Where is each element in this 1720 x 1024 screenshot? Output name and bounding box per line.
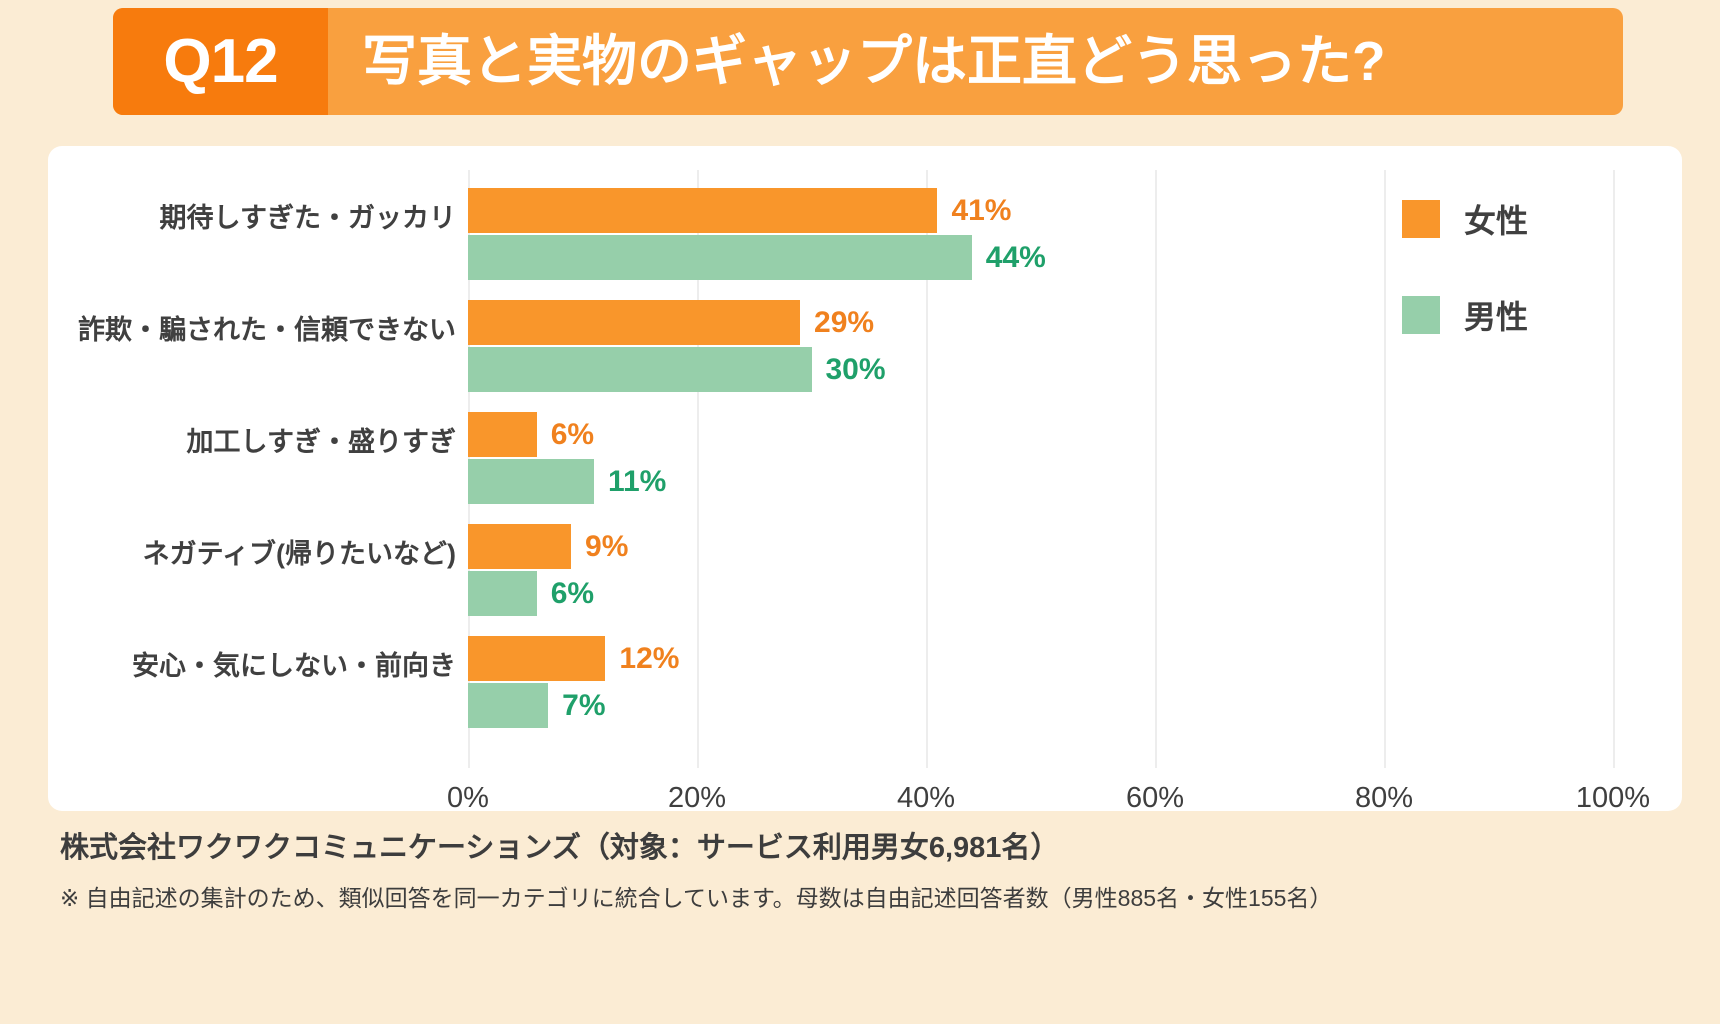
bar-value-label-female: 41% xyxy=(951,194,1012,227)
bar-value-label-male: 11% xyxy=(607,465,667,498)
plot-area: 期待しすぎた・ガッカリ 41% 44% 詐欺・騙された・信頼できない 29% 30% 加工し… xyxy=(78,170,1615,768)
question-title: 写真と実物のギャップは正直どう思った? xyxy=(362,30,1386,92)
legend-label-male: 男性 xyxy=(1464,299,1529,335)
bar-female xyxy=(468,300,801,345)
bar-row: 詐欺・騙された・信頼できない 29% 30% xyxy=(78,300,1613,412)
footer-source-text: 株式会社ワクワクコミュニケーションズ（対象：サービス利用男女6,981名） xyxy=(60,832,1060,864)
x-axis-tick-label: 100% xyxy=(1575,782,1651,814)
footer: 株式会社ワクワクコミュニケーションズ（対象：サービス利用男女6,981名） ※ … xyxy=(60,830,1660,914)
category-label: 加工しすぎ・盛りすぎ xyxy=(186,427,456,457)
chart-card: 期待しすぎた・ガッカリ 41% 44% 詐欺・騙された・信頼できない 29% 30% 加工し… xyxy=(48,146,1682,814)
category-label: 詐欺・騙された・信頼できない xyxy=(78,315,456,345)
bar-row: ネガティブ(帰りたいなど) 9% 6% xyxy=(143,524,1613,636)
x-axis-tick-label: 80% xyxy=(1354,782,1414,814)
header-banner: Q12 写真と実物のギャップは正直どう思った? xyxy=(113,8,1623,115)
category-label: 期待しすぎた・ガッカリ xyxy=(159,203,456,233)
question-number-label: Q12 xyxy=(163,26,278,96)
bar-female xyxy=(468,636,606,681)
gridline xyxy=(1613,170,1615,768)
bar-female xyxy=(468,412,537,457)
gridline xyxy=(926,170,928,768)
bar-female xyxy=(468,188,938,233)
x-axis-tick-label: 40% xyxy=(896,782,956,814)
bar-male xyxy=(468,235,972,280)
x-axis-ticks: 0% 20% 40% 60% 80% 100% xyxy=(447,782,1650,822)
gridline xyxy=(697,170,699,768)
gridline xyxy=(1384,170,1386,768)
bar-value-label-female: 9% xyxy=(585,530,629,563)
bar-male xyxy=(468,571,537,616)
bar-male xyxy=(468,683,549,728)
x-axis-tick-label: 20% xyxy=(667,782,727,814)
question-number-badge: Q12 xyxy=(113,8,328,115)
legend-swatch-male xyxy=(1402,296,1440,334)
bar-row: 期待しすぎた・ガッカリ 41% 44% xyxy=(160,188,1613,300)
legend-item-male: 男性 xyxy=(1402,292,1622,338)
bar-value-label-female: 29% xyxy=(814,306,875,339)
legend-label-female: 女性 xyxy=(1464,203,1529,239)
gridline xyxy=(1155,170,1157,768)
bar-rows: 期待しすぎた・ガッカリ 41% 44% 詐欺・騙された・信頼できない 29% 30% 加工し… xyxy=(78,170,1613,768)
category-label: ネガティブ(帰りたいなど) xyxy=(142,539,456,569)
legend-swatch-female xyxy=(1402,200,1440,238)
x-axis-tick-label: 0% xyxy=(447,782,489,814)
bar-value-label-male: 7% xyxy=(562,689,606,722)
bar-value-label-male: 6% xyxy=(550,577,595,610)
legend-item-female: 女性 xyxy=(1402,196,1622,242)
footer-note-text: ※ 自由記述の集計のため、類似回答を同一カテゴリに統合しています。母数は自由記述… xyxy=(60,884,1333,911)
chart-legend: 女性 男性 xyxy=(1402,196,1622,388)
bar-value-label-female: 6% xyxy=(550,418,595,451)
bar-value-label-female: 12% xyxy=(619,642,680,675)
bar-male xyxy=(468,459,594,504)
bar-value-label-male: 44% xyxy=(985,241,1046,274)
bar-row: 加工しすぎ・盛りすぎ 6% 11% xyxy=(187,412,1613,524)
bar-value-label-male: 30% xyxy=(825,353,886,386)
bar-male xyxy=(468,347,812,392)
bar-row: 安心・気にしない・前向き 12% 7% xyxy=(132,636,1613,748)
bar-female xyxy=(468,524,572,569)
x-axis-tick-label: 60% xyxy=(1125,782,1185,814)
category-label: 安心・気にしない・前向き xyxy=(132,651,456,681)
